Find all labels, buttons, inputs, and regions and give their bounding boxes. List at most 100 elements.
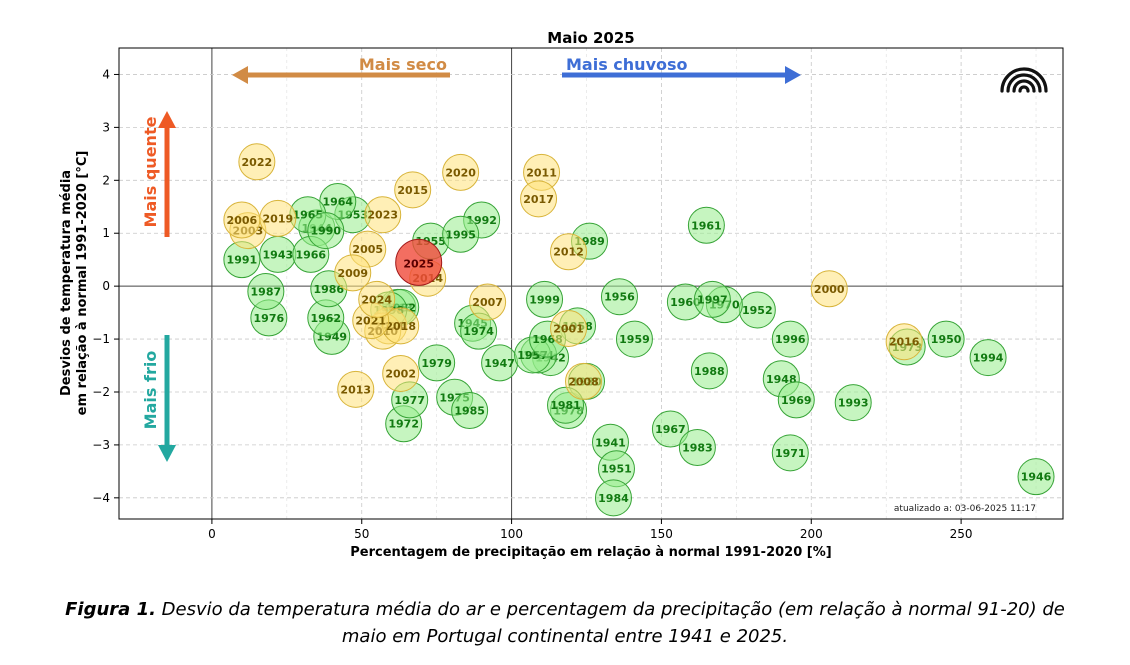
point-label-1981: 1981 [550, 399, 581, 412]
point-label-1952: 1952 [742, 304, 773, 317]
point-label-1996: 1996 [775, 333, 806, 346]
point-1994 [969, 339, 1007, 377]
point-label-1971: 1971 [775, 447, 806, 460]
updated-timestamp: atualizado a: 03-06-2025 11:17 [894, 504, 1036, 514]
point-1983 [678, 429, 716, 467]
point-1956 [600, 278, 638, 316]
point-label-2000: 2000 [814, 283, 845, 296]
point-1999 [526, 280, 564, 318]
point-2013 [337, 370, 375, 408]
point-label-1967: 1967 [655, 423, 686, 436]
wet-label: Mais chuvoso [566, 55, 688, 74]
point-label-1943: 1943 [263, 248, 294, 261]
point-label-1941: 1941 [595, 436, 626, 449]
data-points: 1941194219431944194519461947194819491950… [223, 143, 1055, 517]
point-1971 [771, 434, 809, 472]
cold-arrow-head [158, 445, 176, 462]
x-tick-label: 0 [208, 527, 216, 541]
point-label-1959: 1959 [619, 333, 650, 346]
y-tick-label: −4 [92, 491, 110, 505]
x-tick-label: 150 [650, 527, 673, 541]
point-1984 [594, 479, 632, 517]
point-2020 [442, 153, 480, 191]
point-1979 [418, 344, 456, 382]
point-1959 [615, 320, 653, 358]
point-1988 [690, 352, 728, 390]
point-label-2005: 2005 [352, 243, 383, 256]
point-1961 [687, 206, 725, 244]
point-1993 [834, 384, 872, 422]
point-1987 [247, 272, 285, 310]
point-label-2007: 2007 [472, 296, 503, 309]
point-label-1993: 1993 [838, 397, 869, 410]
chart: Maio 2025 194119421943194419451946194719… [59, 29, 1064, 560]
point-label-2024: 2024 [361, 293, 392, 306]
point-label-2009: 2009 [337, 267, 368, 280]
point-label-1979: 1979 [421, 357, 452, 370]
point-2025 [395, 238, 443, 286]
point-2007 [469, 283, 507, 321]
point-label-1977: 1977 [394, 394, 425, 407]
point-label-1995: 1995 [445, 228, 476, 241]
point-label-2025: 2025 [403, 257, 434, 270]
cold-label: Mais frio [141, 351, 160, 430]
point-label-2016: 2016 [889, 336, 920, 349]
y-tick-label: −2 [92, 385, 110, 399]
plot-frame [118, 47, 1064, 520]
point-label-1997: 1997 [697, 293, 728, 306]
point-label-1946: 1946 [1021, 471, 1052, 484]
point-label-2015: 2015 [397, 184, 428, 197]
y-axis-label-line2: em relação à normal 1991-2020 [°C] [75, 151, 90, 416]
point-2008 [565, 362, 603, 400]
point-label-2020: 2020 [445, 166, 476, 179]
point-2017 [520, 180, 558, 218]
point-2023 [364, 196, 402, 234]
figure-caption: Figura 1. Desvio da temperatura média do… [20, 596, 1110, 650]
point-label-2008: 2008 [568, 375, 599, 388]
point-1985 [451, 392, 489, 430]
point-label-2006: 2006 [227, 214, 258, 227]
point-1995 [442, 215, 480, 253]
caption-line1: Desvio da temperatura média do ar e perc… [155, 599, 1065, 620]
point-label-2023: 2023 [367, 209, 398, 222]
wet-arrow-head [785, 66, 801, 84]
point-label-2011: 2011 [526, 166, 557, 179]
point-label-1948: 1948 [766, 373, 797, 386]
point-label-1966: 1966 [295, 248, 326, 261]
point-label-1976: 1976 [254, 312, 285, 325]
hot-arrow-head [158, 111, 176, 128]
point-1967 [651, 410, 689, 448]
point-label-1956: 1956 [604, 291, 635, 304]
axis-ticks: 0 50 100 150 200 250 4 3 2 1 0 −1 −2 −3 −4 [92, 67, 972, 541]
point-label-2012: 2012 [553, 246, 584, 259]
point-label-1950: 1950 [931, 333, 962, 346]
point-2024 [358, 280, 396, 318]
point-label-1994: 1994 [973, 352, 1004, 365]
point-1950 [927, 320, 965, 358]
point-label-1947: 1947 [484, 357, 515, 370]
y-tick-label: −3 [92, 438, 110, 452]
point-label-1988: 1988 [694, 365, 725, 378]
point-label-1983: 1983 [682, 442, 713, 455]
point-2009 [334, 254, 372, 292]
y-tick-label: 3 [102, 120, 110, 134]
point-label-1960: 1960 [670, 296, 701, 309]
point-2012 [550, 233, 588, 271]
point-label-1961: 1961 [691, 219, 722, 232]
annotations: Mais seco Mais chuvoso Mais quente Mais … [141, 55, 1048, 514]
point-1997 [693, 280, 731, 318]
point-2000 [810, 270, 848, 308]
point-1990 [307, 212, 345, 250]
y-tick-label: 4 [102, 67, 110, 81]
y-tick-label: 0 [102, 279, 110, 293]
chart-title: Maio 2025 [547, 29, 634, 47]
x-tick-label: 100 [500, 527, 523, 541]
point-label-1985: 1985 [454, 405, 485, 418]
point-label-1999: 1999 [529, 293, 560, 306]
point-label-1951: 1951 [601, 463, 632, 476]
point-label-2022: 2022 [242, 156, 273, 169]
point-1969 [777, 381, 815, 419]
point-label-1969: 1969 [781, 394, 812, 407]
y-axis-label-line1: Desvios de temperatura média [59, 170, 74, 396]
point-label-1984: 1984 [598, 492, 629, 505]
